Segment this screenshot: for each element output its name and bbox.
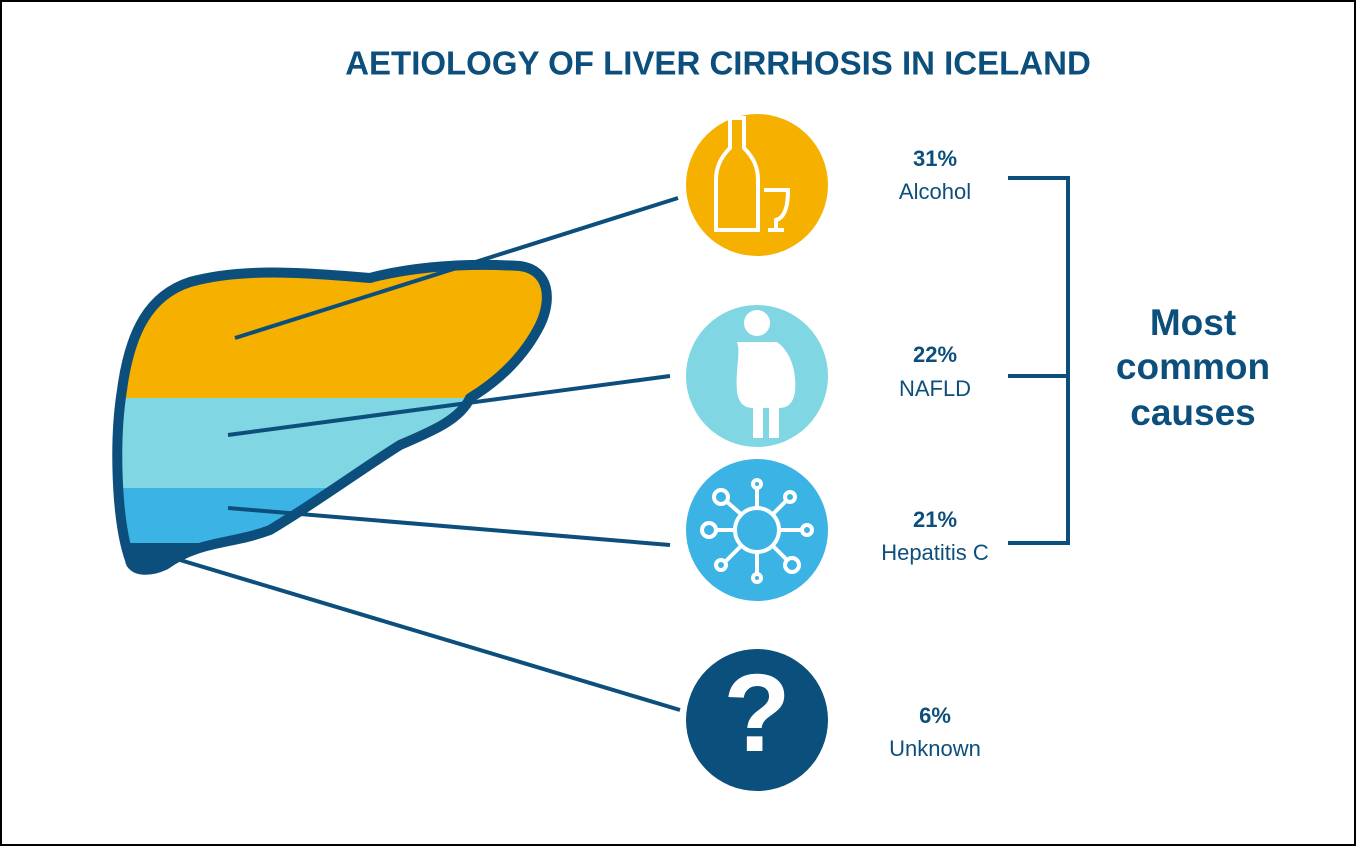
percent: 6% <box>919 703 951 728</box>
cause-label: Alcohol <box>899 179 971 204</box>
title: AETIOLOGY OF LIVER CIRRHOSIS IN ICELAND <box>345 45 1091 82</box>
liver-outline <box>112 259 552 575</box>
percent: 22% <box>913 342 957 367</box>
cause-label: Hepatitis C <box>881 540 989 565</box>
percent: 21% <box>913 507 957 532</box>
person <box>736 310 796 438</box>
cause-label: Unknown <box>889 736 981 761</box>
question-mark: ? <box>723 652 790 775</box>
connector <box>179 558 681 712</box>
connector <box>227 506 671 547</box>
percent: 31% <box>913 146 957 171</box>
bracket-label: Most <box>1150 302 1236 343</box>
connector <box>234 196 679 340</box>
bracket <box>1008 176 1070 545</box>
bottle-glass <box>714 116 791 232</box>
bracket-label: common <box>1116 346 1270 387</box>
virus <box>700 478 814 584</box>
cause-label: NAFLD <box>899 376 971 401</box>
unknown-icon <box>686 649 828 791</box>
connector <box>227 374 671 437</box>
bracket-label: causes <box>1130 392 1256 433</box>
